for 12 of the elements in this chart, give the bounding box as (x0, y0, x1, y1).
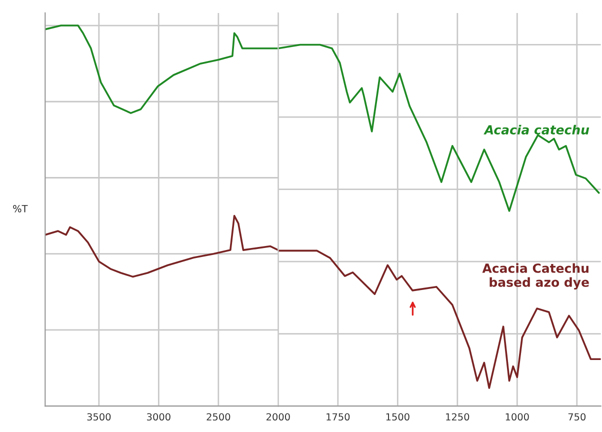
x-tick-label: 2000 (266, 413, 290, 421)
series-label: Acacia catechu (484, 124, 590, 135)
x-tick-label: 2500 (206, 413, 230, 421)
x-tick-label: 1750 (326, 413, 350, 421)
x-tick-label: 1000 (506, 413, 529, 421)
x-tick-label: 3500 (87, 413, 111, 421)
x-tick-label: 750 (568, 413, 586, 421)
y-axis-title: %T (13, 204, 28, 212)
text: Acacia Catechu based azo dye (482, 263, 589, 290)
x-tick-label: 1250 (446, 413, 470, 421)
x-tick-label: 3000 (147, 413, 170, 421)
x-tick-label: 1500 (386, 413, 410, 421)
